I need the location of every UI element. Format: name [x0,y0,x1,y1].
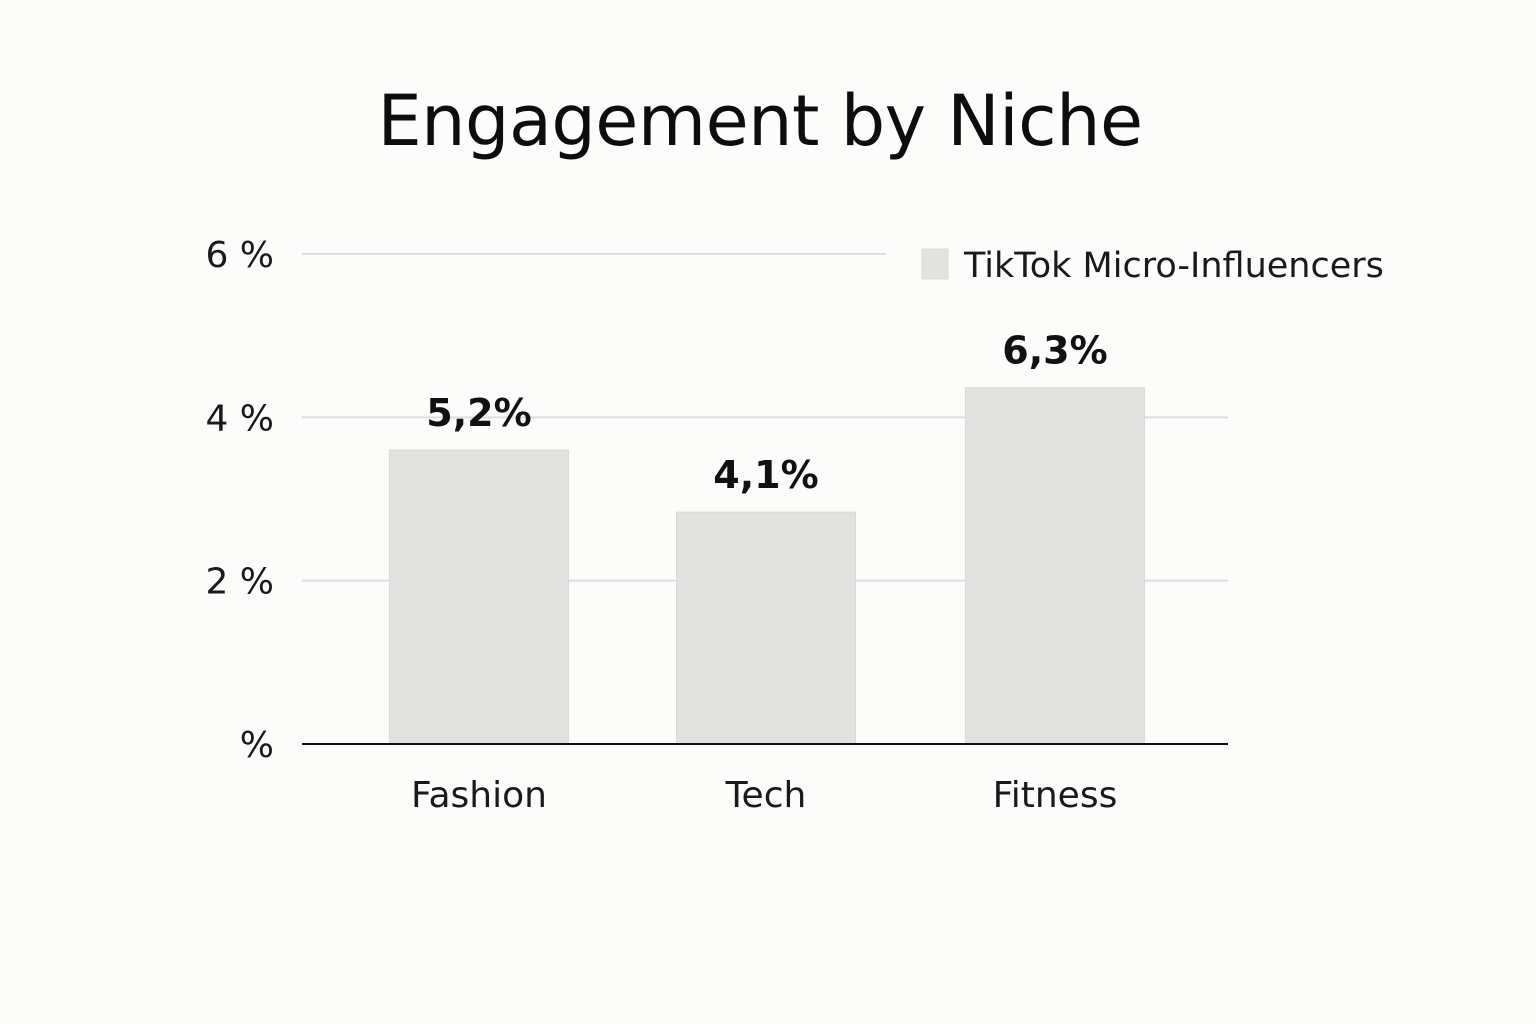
legend: TikTok Micro-Influencers [921,246,1384,286]
bar-value-label: 4,1% [713,453,818,497]
x-category-label: Fitness [993,775,1118,816]
x-category-label: Fashion [411,775,547,816]
legend-swatch [921,248,949,280]
bar [965,387,1145,745]
labels: % 2 % 4 % 6 % 5,2% Fashion 4,1% Tech 6,3% Fitness [205,235,1117,816]
chart-title: Engagement by Niche [377,80,1143,162]
y-tick-label: 6 % [205,235,274,276]
x-category-label: Tech [725,775,807,816]
bar-value-label: 5,2% [426,391,531,435]
bar-value-label: 6,3% [1002,329,1107,373]
bar [389,449,569,745]
y-tick-label: 2 % [205,562,274,603]
legend-label: TikTok Micro-Influencers [963,246,1384,286]
bar [676,511,856,745]
bars [389,387,1145,745]
y-tick-label: 4 % [205,398,274,439]
y-tick-label: % [240,725,274,766]
